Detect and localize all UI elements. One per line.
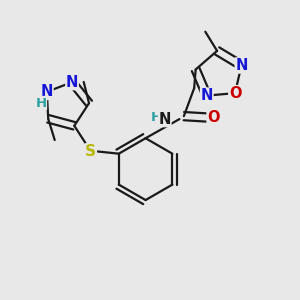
Text: H: H: [151, 111, 162, 124]
Text: H: H: [35, 97, 46, 110]
Text: O: O: [207, 110, 220, 125]
Text: N: N: [158, 112, 171, 127]
Text: N: N: [66, 75, 78, 90]
Text: N: N: [40, 84, 53, 99]
Text: N: N: [201, 88, 213, 103]
Text: O: O: [229, 85, 241, 100]
Text: N: N: [235, 58, 248, 73]
Text: S: S: [85, 144, 96, 159]
